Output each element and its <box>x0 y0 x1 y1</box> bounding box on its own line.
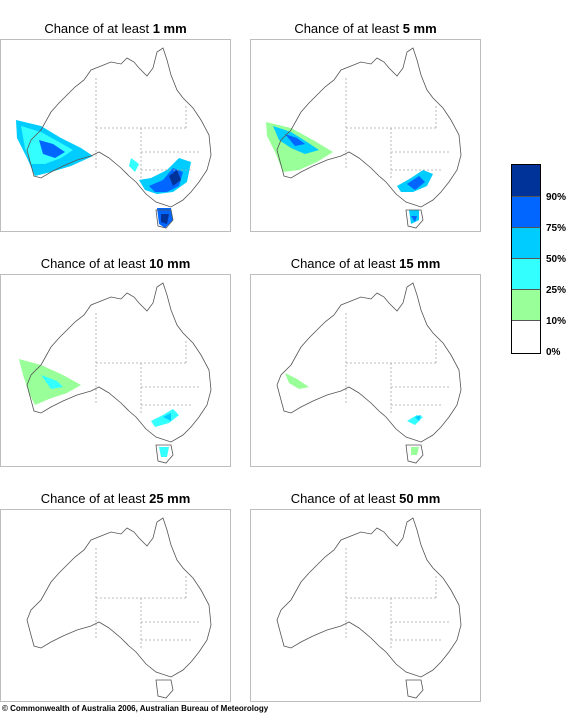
legend-label-25: 25% <box>546 285 567 296</box>
panel-title-15mm: Chance of at least 15 mm <box>250 256 481 272</box>
title-prefix: Chance of at least <box>290 491 400 506</box>
panel-title-10mm: Chance of at least 10 mm <box>0 256 231 272</box>
title-prefix: Chance of at least <box>40 256 150 271</box>
rain-probability-area <box>39 140 65 158</box>
title-threshold: 10 mm <box>149 256 191 271</box>
rain-probability-area <box>411 216 417 222</box>
landmass <box>27 48 211 207</box>
tasmania-coastline <box>155 209 174 229</box>
tasmania-coastline <box>405 444 424 464</box>
tasmania-coastline <box>155 444 174 464</box>
legend-swatch-75-90 <box>512 197 540 228</box>
title-prefix: Chance of at least <box>40 491 150 506</box>
map-panel-25mm <box>0 509 231 702</box>
landmass <box>27 518 211 677</box>
title-prefix: Chance of at least <box>294 21 403 36</box>
legend-swatch-25-50 <box>512 259 540 290</box>
landmass <box>277 48 461 207</box>
map-panel-10mm <box>0 274 231 467</box>
rain-probability-area <box>161 214 169 224</box>
rain-probability-area <box>163 413 171 421</box>
tasmania-coastline <box>405 209 424 229</box>
rain-probability-area <box>129 158 139 172</box>
tasmania-coastline <box>155 679 174 699</box>
coastline <box>26 517 212 678</box>
legend-swatch-90-100 <box>512 165 540 197</box>
landmass <box>277 283 461 442</box>
australia-map-5mm <box>266 47 462 229</box>
legend-swatch-0-10 <box>512 321 540 353</box>
title-prefix: Chance of at least <box>290 256 400 271</box>
coastline <box>26 47 212 208</box>
title-threshold: 5 mm <box>402 21 437 36</box>
rain-probability-area <box>415 415 421 421</box>
rain-probability-area <box>169 170 181 186</box>
legend-label-0: 0% <box>546 347 561 358</box>
title-threshold: 25 mm <box>149 491 191 506</box>
map-panel-50mm <box>250 509 481 702</box>
title-prefix: Chance of at least <box>44 21 153 36</box>
map-panel-1mm <box>0 39 231 232</box>
landmass <box>27 283 211 442</box>
australia-map-50mm <box>276 517 462 699</box>
coastline <box>276 282 462 443</box>
probability-legend <box>511 164 541 354</box>
title-threshold: 1 mm <box>152 21 187 36</box>
legend-label-90: 90% <box>546 192 567 203</box>
panel-title-5mm: Chance of at least 5 mm <box>250 21 481 37</box>
legend-swatch-50-75 <box>512 228 540 259</box>
rain-probability-area <box>407 176 425 190</box>
australia-map-10mm <box>19 282 212 464</box>
copyright-notice: © Commonwealth of Australia 2006, Austra… <box>2 704 269 713</box>
legend-swatch-10-25 <box>512 290 540 321</box>
rain-probability-area <box>285 373 309 389</box>
legend-label-75: 75% <box>546 223 567 234</box>
landmass <box>277 518 461 677</box>
map-panel-5mm <box>250 39 481 232</box>
panel-title-1mm: Chance of at least 1 mm <box>0 21 231 37</box>
rain-probability-area <box>159 447 169 457</box>
australia-map-15mm <box>276 282 462 464</box>
title-threshold: 15 mm <box>399 256 441 271</box>
rain-probability-area <box>41 375 63 389</box>
rain-probability-area <box>411 447 419 455</box>
tasmania <box>156 680 173 698</box>
tasmania-coastline <box>405 679 424 699</box>
legend-label-10: 10% <box>546 316 567 327</box>
tasmania <box>406 680 423 698</box>
legend-label-50: 50% <box>546 254 567 265</box>
coastline <box>26 282 212 443</box>
australia-map-25mm <box>26 517 212 699</box>
map-panel-15mm <box>250 274 481 467</box>
panel-title-25mm: Chance of at least 25 mm <box>0 491 231 507</box>
title-threshold: 50 mm <box>399 491 441 506</box>
panel-title-50mm: Chance of at least 50 mm <box>250 491 481 507</box>
australia-map-1mm <box>16 47 212 229</box>
coastline <box>276 47 462 208</box>
coastline <box>276 517 462 678</box>
rain-probability-area <box>285 134 305 146</box>
